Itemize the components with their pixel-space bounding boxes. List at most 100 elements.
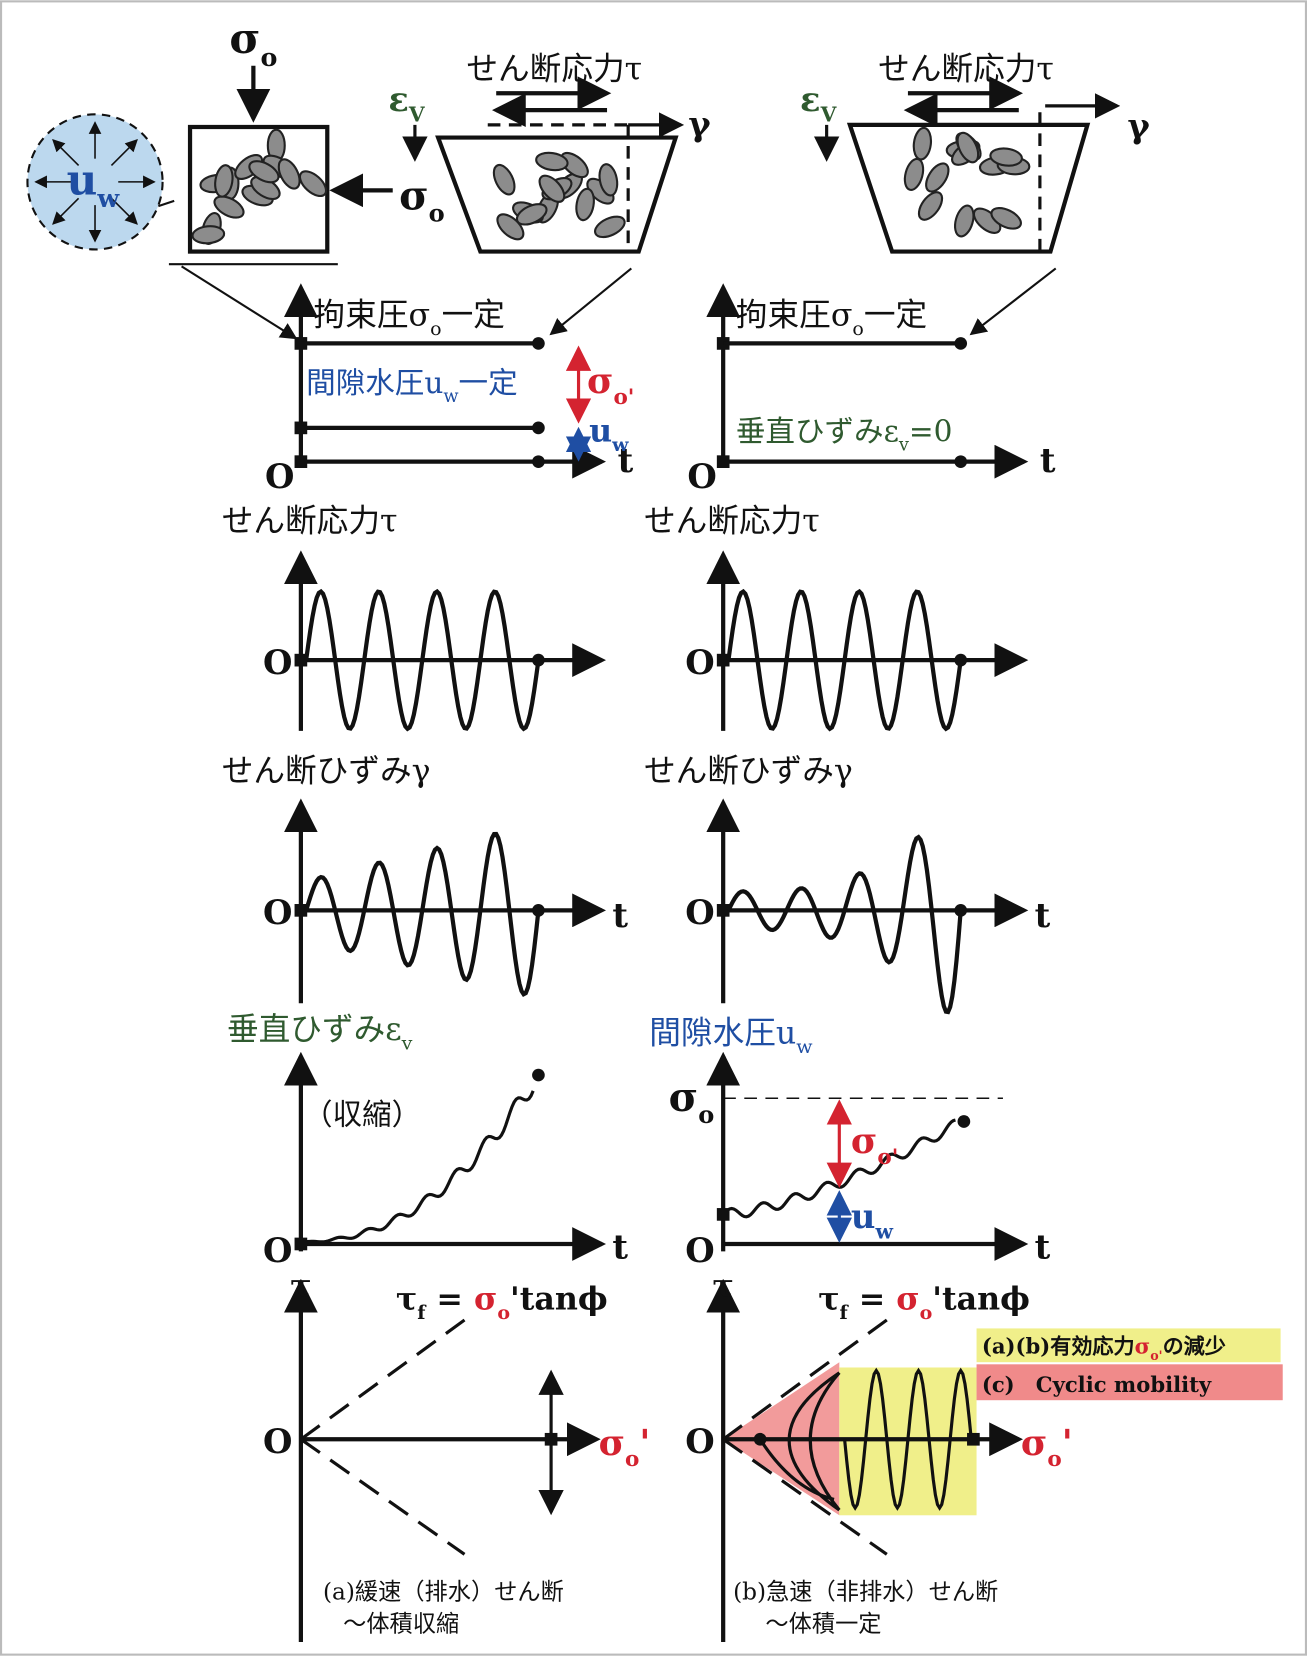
gamma-part: γ [688, 103, 711, 143]
origin-part: O [263, 1421, 292, 1461]
vertical-zero-part: v [898, 435, 909, 455]
pore-label-part: u [67, 155, 98, 205]
t-label: t [612, 1227, 628, 1267]
pore-part: u [589, 413, 612, 450]
end-dot [532, 337, 545, 350]
origin: O [685, 642, 714, 682]
gamma-part: γ [1128, 106, 1151, 146]
pore: uw [851, 1196, 894, 1243]
t-label: t [1040, 440, 1056, 480]
sigma-axis-label-part: σ [1021, 1422, 1047, 1464]
end-dot [954, 904, 967, 917]
shear-strain-title-part: せん断ひずみγ [644, 754, 853, 790]
failure-part: o [920, 1302, 933, 1324]
pore-title: 間隙水圧uw [649, 1015, 813, 1058]
failure-part: = [425, 1280, 474, 1317]
origin: O [685, 1230, 714, 1270]
effective-part: o' [613, 385, 634, 410]
pore-constant-part: w [443, 387, 458, 407]
end-dot [532, 1069, 545, 1082]
pore-constant-part: 間隙水圧u [306, 366, 443, 400]
failure-part: o [497, 1302, 510, 1324]
tau-part: τ [713, 1268, 734, 1305]
shear-title: せん断応力τ [466, 51, 642, 87]
confining: 拘束圧σo一定 [736, 297, 927, 340]
end-dot [958, 1115, 971, 1128]
failure: τf = σo'tanϕ [396, 1280, 608, 1324]
effective-part: o' [877, 1145, 898, 1170]
legend-text-part: o' [1150, 1348, 1162, 1363]
origin-square [295, 455, 308, 468]
origin-square [717, 455, 730, 468]
epsilon: εV [388, 79, 426, 126]
effective-part: σ [851, 1120, 877, 1162]
vertical-strain-title: 垂直ひずみεv [227, 1012, 413, 1055]
t-label: t [1035, 895, 1051, 935]
failure-part: σ [474, 1280, 497, 1317]
failure-part: 'tanϕ [510, 1280, 608, 1317]
legend-text-part: の減少 [1163, 1334, 1226, 1359]
origin: O [265, 456, 294, 496]
shear-title: せん断応力τ [878, 51, 1054, 87]
t-label-part: t [612, 895, 628, 935]
epsilon-part: V [820, 102, 838, 126]
end-dot [532, 422, 545, 435]
failure-part: 'tanϕ [932, 1280, 1030, 1317]
vertical-strain-title-part: 垂直ひずみε [227, 1012, 402, 1048]
legend-text: (c) Cyclic mobility [982, 1372, 1212, 1397]
effective: σo' [587, 360, 634, 410]
link [182, 266, 296, 338]
shear-strain-title: せん断ひずみγ [644, 754, 853, 790]
pore-part: w [874, 1219, 893, 1243]
confining-part: o [852, 318, 863, 340]
failure-part: τ [818, 1280, 839, 1317]
shear-title-part: せん断応力τ [878, 51, 1054, 87]
caption: ～体積一定 [765, 1610, 881, 1637]
origin-square [295, 1238, 308, 1251]
confining-part: 一定 [864, 297, 927, 333]
shear-stress-title-part: せん断応力τ [222, 503, 398, 539]
end-dot [532, 654, 545, 667]
tau-part: τ [290, 1268, 311, 1305]
strain-wave [728, 837, 960, 1012]
vertical-zero: 垂直ひずみεv=0 [736, 415, 953, 456]
shear-strain-title-part: せん断ひずみγ [222, 754, 431, 790]
pore: uw [589, 413, 629, 457]
failure-part: = [848, 1280, 897, 1317]
legend-text-part: (a)(b)有効応力 [982, 1334, 1135, 1359]
sigma0: σo [669, 1074, 715, 1129]
origin-square [717, 1208, 730, 1221]
origin-square [967, 1433, 980, 1446]
epsilon-part: ε [388, 79, 409, 119]
origin-part: O [263, 892, 292, 932]
caption-part: ～体積収縮 [343, 1610, 459, 1637]
effective-part: σ [587, 360, 613, 402]
gamma: γ [1128, 106, 1151, 146]
origin: O [263, 1230, 292, 1270]
origin-square [545, 1433, 558, 1446]
origin-part: O [685, 892, 714, 932]
sigma-axis-label: σo' [1021, 1422, 1073, 1472]
bubble-link [158, 201, 174, 206]
pore-label-part: w [96, 183, 120, 213]
origin-part: O [685, 1421, 714, 1461]
t-label: t [1035, 1227, 1051, 1267]
end-dot [754, 1433, 767, 1446]
pore-title-part: 間隙水圧u [649, 1015, 796, 1051]
t-label: t [612, 895, 628, 935]
epsilon: εV [800, 79, 838, 126]
legend-text-part: σ [1135, 1334, 1151, 1359]
origin-part: O [263, 1230, 292, 1270]
origin: O [687, 456, 716, 496]
vertical-strain-title-part: v [401, 1033, 413, 1055]
shear-stress-title: せん断応力τ [644, 503, 820, 539]
failure-line [301, 1439, 465, 1554]
end-dot [954, 337, 967, 350]
shear-title-part: せん断応力τ [466, 51, 642, 87]
shear-stress-title: せん断応力τ [222, 503, 398, 539]
diagram: σoσouwせん断応力τεVγせん断応力τεVγOt拘束圧σo一定間隙水圧uw一… [0, 0, 1307, 1656]
vertical-zero-part: =0 [909, 415, 953, 449]
pore-part: w [611, 434, 629, 456]
t-label-part: t [1040, 440, 1056, 480]
confining-part: 拘束圧σ [314, 297, 431, 333]
